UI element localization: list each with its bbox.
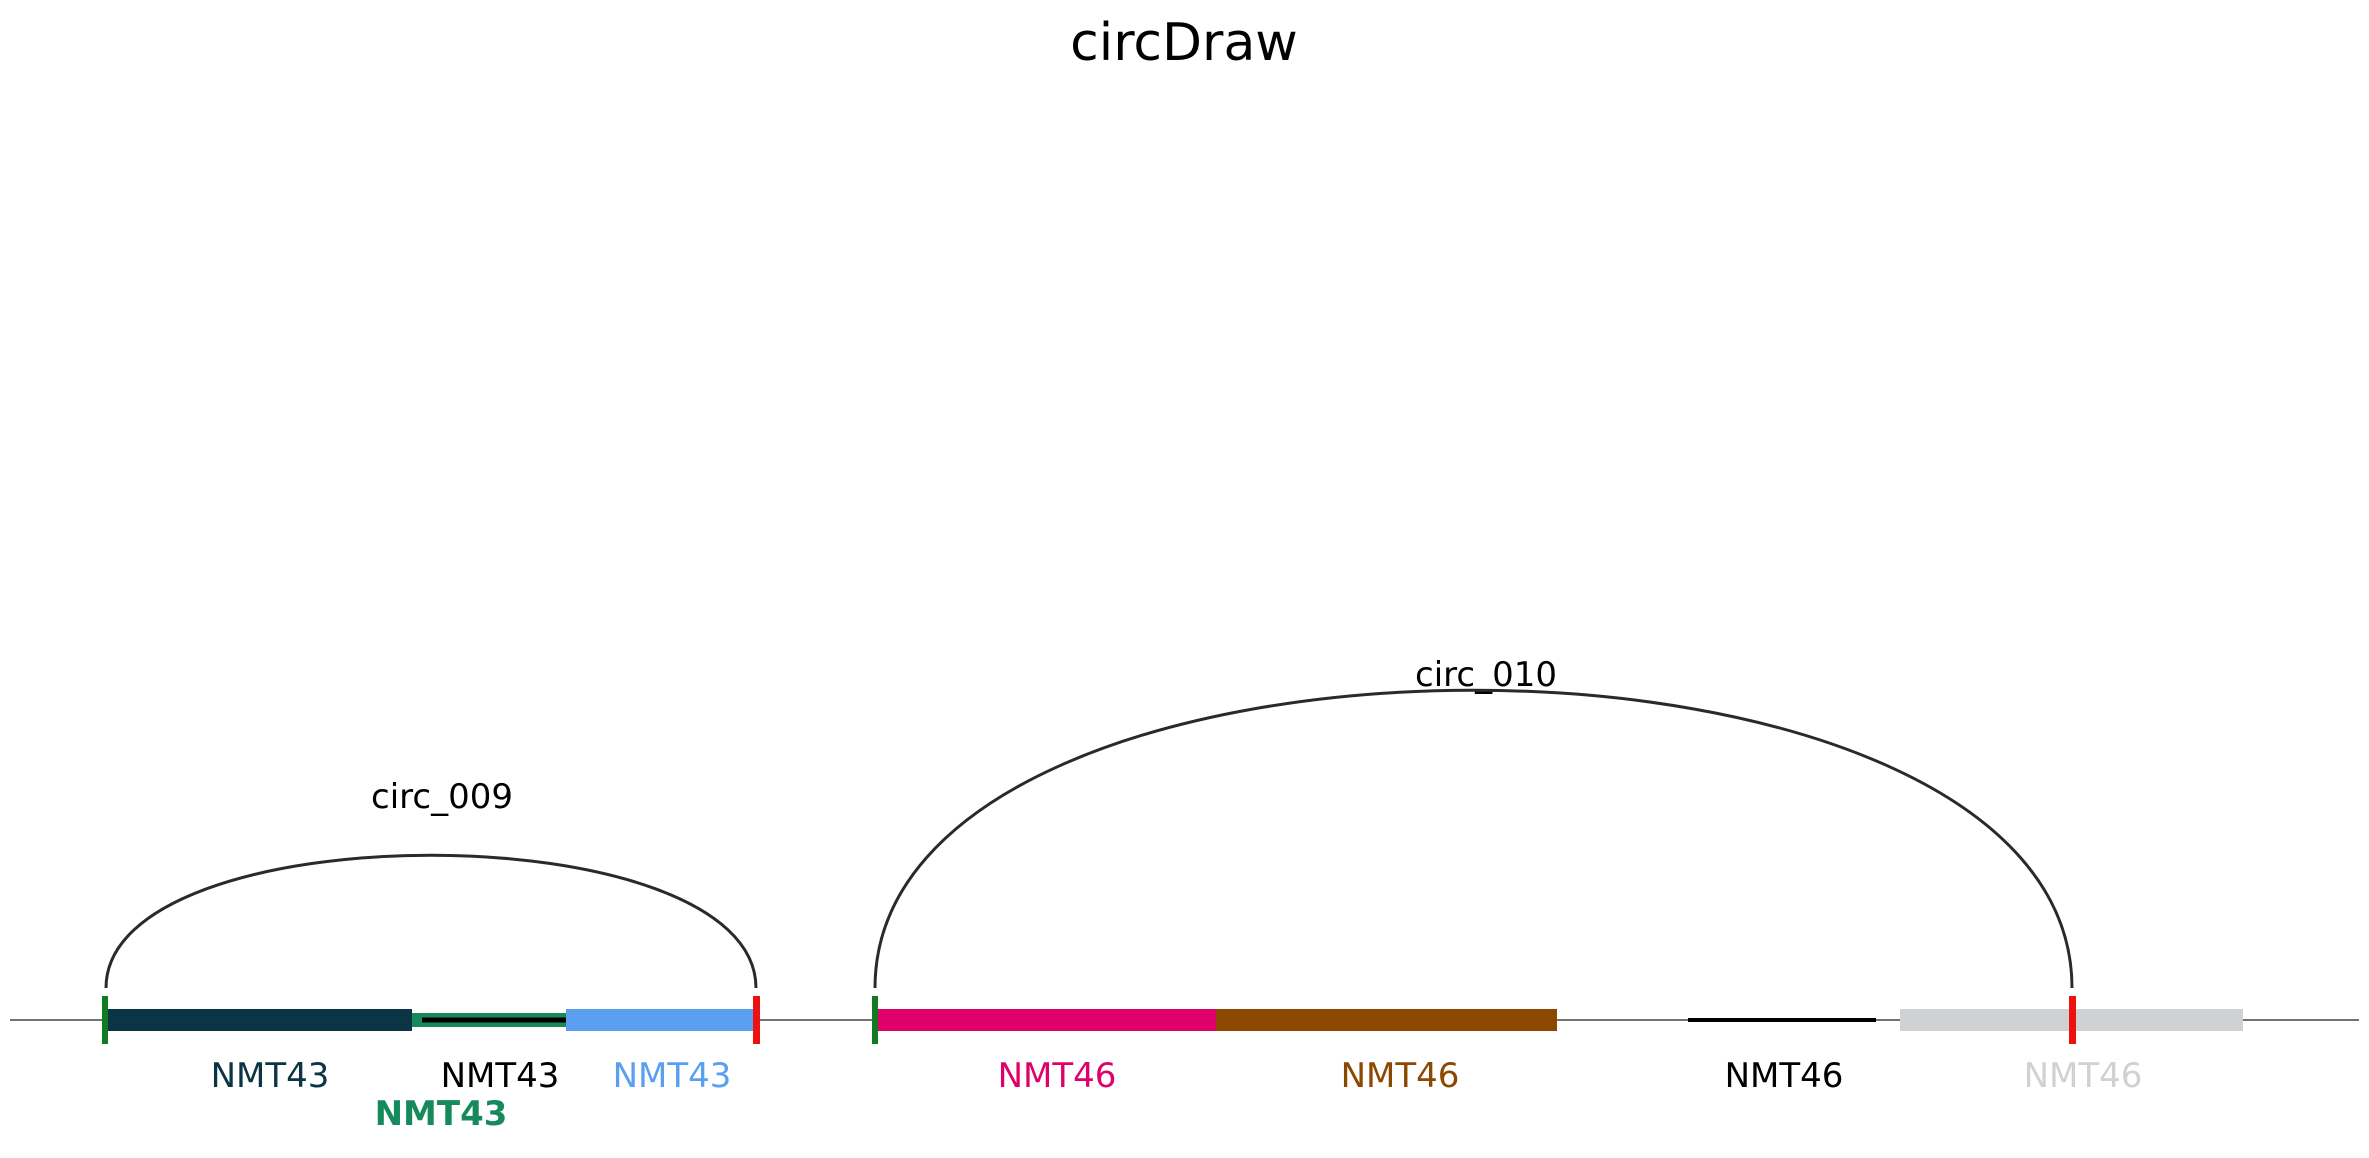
start-marker [872, 996, 878, 1044]
exon-segment [1216, 1009, 1557, 1031]
circ-009-label: circ_009 [371, 777, 513, 817]
circ-009-group: circ_009 NMT43 NMT43 NMT43 NMT43 [102, 777, 760, 1134]
circ-010-arc [873, 688, 2074, 989]
gene-label: NMT46 [1341, 1056, 1460, 1096]
diagram-title: circDraw [1070, 13, 1298, 73]
start-marker [102, 996, 108, 1044]
gene-label-highlighted: NMT43 [375, 1094, 508, 1134]
end-marker [753, 996, 760, 1044]
exon-segment [875, 1009, 1216, 1031]
gene-label: NMT46 [1725, 1056, 1844, 1096]
circ-010-label: circ_010 [1415, 655, 1557, 695]
gene-label: NMT46 [2024, 1056, 2143, 1096]
circ-010-group: circ_010 NMT46 NMT46 NMT46 NMT46 [872, 655, 2243, 1096]
circ-009-arc [104, 853, 758, 989]
exon-segment [566, 1009, 756, 1031]
exon-segment [106, 1009, 412, 1031]
end-marker [2069, 996, 2076, 1044]
gene-label: NMT43 [211, 1056, 330, 1096]
gene-label: NMT43 [441, 1056, 560, 1096]
gene-label: NMT46 [998, 1056, 1117, 1096]
gene-label: NMT43 [613, 1056, 732, 1096]
